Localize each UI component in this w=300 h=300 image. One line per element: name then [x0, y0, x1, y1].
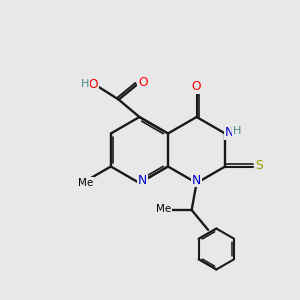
Text: O: O — [138, 76, 148, 89]
Text: Me: Me — [78, 178, 94, 188]
Text: O: O — [192, 80, 201, 93]
Text: N: N — [192, 173, 201, 187]
Text: H: H — [233, 125, 241, 136]
Text: H: H — [81, 79, 89, 89]
Text: Me: Me — [156, 204, 172, 214]
Text: O: O — [88, 78, 98, 91]
Text: N: N — [224, 126, 234, 139]
Text: S: S — [255, 159, 263, 172]
Text: N: N — [138, 175, 147, 188]
